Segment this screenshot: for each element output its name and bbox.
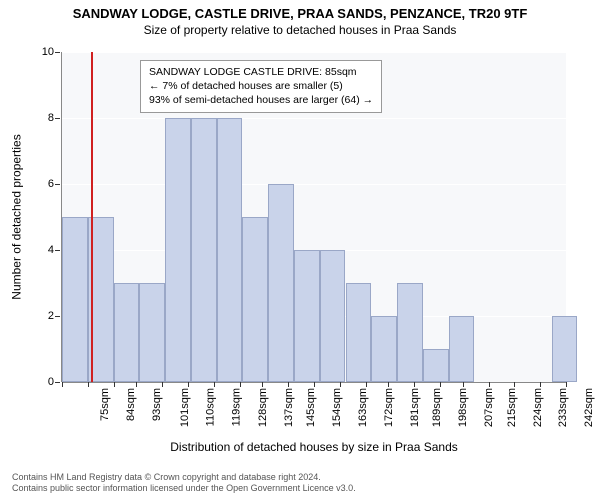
x-tick-label: 75sqm [99, 388, 111, 421]
x-tick-mark [314, 382, 315, 387]
histogram-bar [371, 316, 397, 382]
y-tick-label: 8 [24, 112, 54, 124]
legend-line: SANDWAY LODGE CASTLE DRIVE: 85sqm [149, 65, 373, 79]
x-tick-mark [566, 382, 567, 387]
histogram-bar [320, 250, 346, 382]
x-tick-mark [240, 382, 241, 387]
footer-line1: Contains HM Land Registry data © Crown c… [12, 472, 588, 483]
x-tick-label: 84sqm [125, 388, 137, 421]
x-tick-mark [214, 382, 215, 387]
histogram-bar [139, 283, 165, 382]
x-axis-label: Distribution of detached houses by size … [62, 440, 566, 454]
histogram-bar [191, 118, 217, 382]
legend-box: SANDWAY LODGE CASTLE DRIVE: 85sqm← 7% of… [140, 60, 382, 113]
y-tick-label: 10 [24, 46, 54, 58]
x-tick-mark [114, 382, 115, 387]
x-tick-label: 181sqm [409, 388, 421, 427]
plot-area: SANDWAY LODGE CASTLE DRIVE: 85sqm← 7% of… [62, 52, 566, 382]
histogram-bar [423, 349, 449, 382]
x-tick-label: 189sqm [432, 388, 444, 427]
x-tick-mark [388, 382, 389, 387]
histogram-bar [62, 217, 88, 382]
title-subtitle: Size of property relative to detached ho… [0, 21, 600, 37]
histogram-bar [268, 184, 294, 382]
grid-line [62, 184, 566, 185]
histogram-bar [346, 283, 372, 382]
x-tick-label: 242sqm [583, 388, 595, 427]
grid-line [62, 52, 566, 53]
y-tick-mark [55, 118, 60, 119]
histogram-bar [242, 217, 268, 382]
x-tick-label: 224sqm [532, 388, 544, 427]
x-tick-label: 172sqm [383, 388, 395, 427]
x-tick-mark [489, 382, 490, 387]
x-tick-label: 207sqm [483, 388, 495, 427]
y-tick-mark [55, 382, 60, 383]
x-tick-label: 110sqm [205, 388, 217, 426]
x-tick-label: 215sqm [506, 388, 518, 427]
x-tick-mark [262, 382, 263, 387]
x-tick-label: 145sqm [306, 388, 318, 427]
x-tick-mark [88, 382, 89, 387]
histogram-bar [114, 283, 140, 382]
x-tick-mark [366, 382, 367, 387]
x-tick-mark [514, 382, 515, 387]
y-tick-mark [55, 316, 60, 317]
chart-container: SANDWAY LODGE, CASTLE DRIVE, PRAA SANDS,… [0, 0, 600, 500]
histogram-bar [165, 118, 191, 382]
legend-line: 93% of semi-detached houses are larger (… [149, 93, 373, 107]
y-tick-label: 2 [24, 310, 54, 322]
histogram-bar [552, 316, 578, 382]
x-tick-mark [414, 382, 415, 387]
x-tick-mark [62, 382, 63, 387]
histogram-bar [449, 316, 475, 382]
legend-line: ← 7% of detached houses are smaller (5) [149, 79, 373, 93]
title-address: SANDWAY LODGE, CASTLE DRIVE, PRAA SANDS,… [0, 0, 600, 21]
x-tick-label: 163sqm [357, 388, 369, 427]
reference-line [91, 52, 93, 382]
x-tick-label: 119sqm [230, 388, 242, 426]
y-tick-mark [55, 52, 60, 53]
x-tick-mark [188, 382, 189, 387]
x-tick-label: 101sqm [180, 388, 192, 427]
footer-line2: Contains public sector information licen… [12, 483, 588, 494]
x-tick-label: 233sqm [558, 388, 570, 427]
histogram-bar [217, 118, 243, 382]
x-tick-mark [540, 382, 541, 387]
y-axis: 0246810 [0, 52, 60, 382]
x-tick-label: 128sqm [257, 388, 269, 427]
x-tick-mark [463, 382, 464, 387]
histogram-bar [294, 250, 320, 382]
y-tick-label: 4 [24, 244, 54, 256]
x-tick-label: 198sqm [457, 388, 469, 427]
histogram-bar [397, 283, 423, 382]
x-tick-mark [162, 382, 163, 387]
x-tick-mark [340, 382, 341, 387]
y-tick-mark [55, 184, 60, 185]
x-tick-label: 137sqm [283, 388, 295, 427]
y-tick-label: 6 [24, 178, 54, 190]
x-tick-label: 93sqm [151, 388, 163, 421]
footer-attribution: Contains HM Land Registry data © Crown c… [12, 472, 588, 494]
x-tick-mark [136, 382, 137, 387]
x-tick-mark [288, 382, 289, 387]
y-tick-label: 0 [24, 376, 54, 388]
x-tick-label: 154sqm [331, 388, 343, 427]
y-tick-mark [55, 250, 60, 251]
grid-line [62, 118, 566, 119]
x-tick-mark [440, 382, 441, 387]
